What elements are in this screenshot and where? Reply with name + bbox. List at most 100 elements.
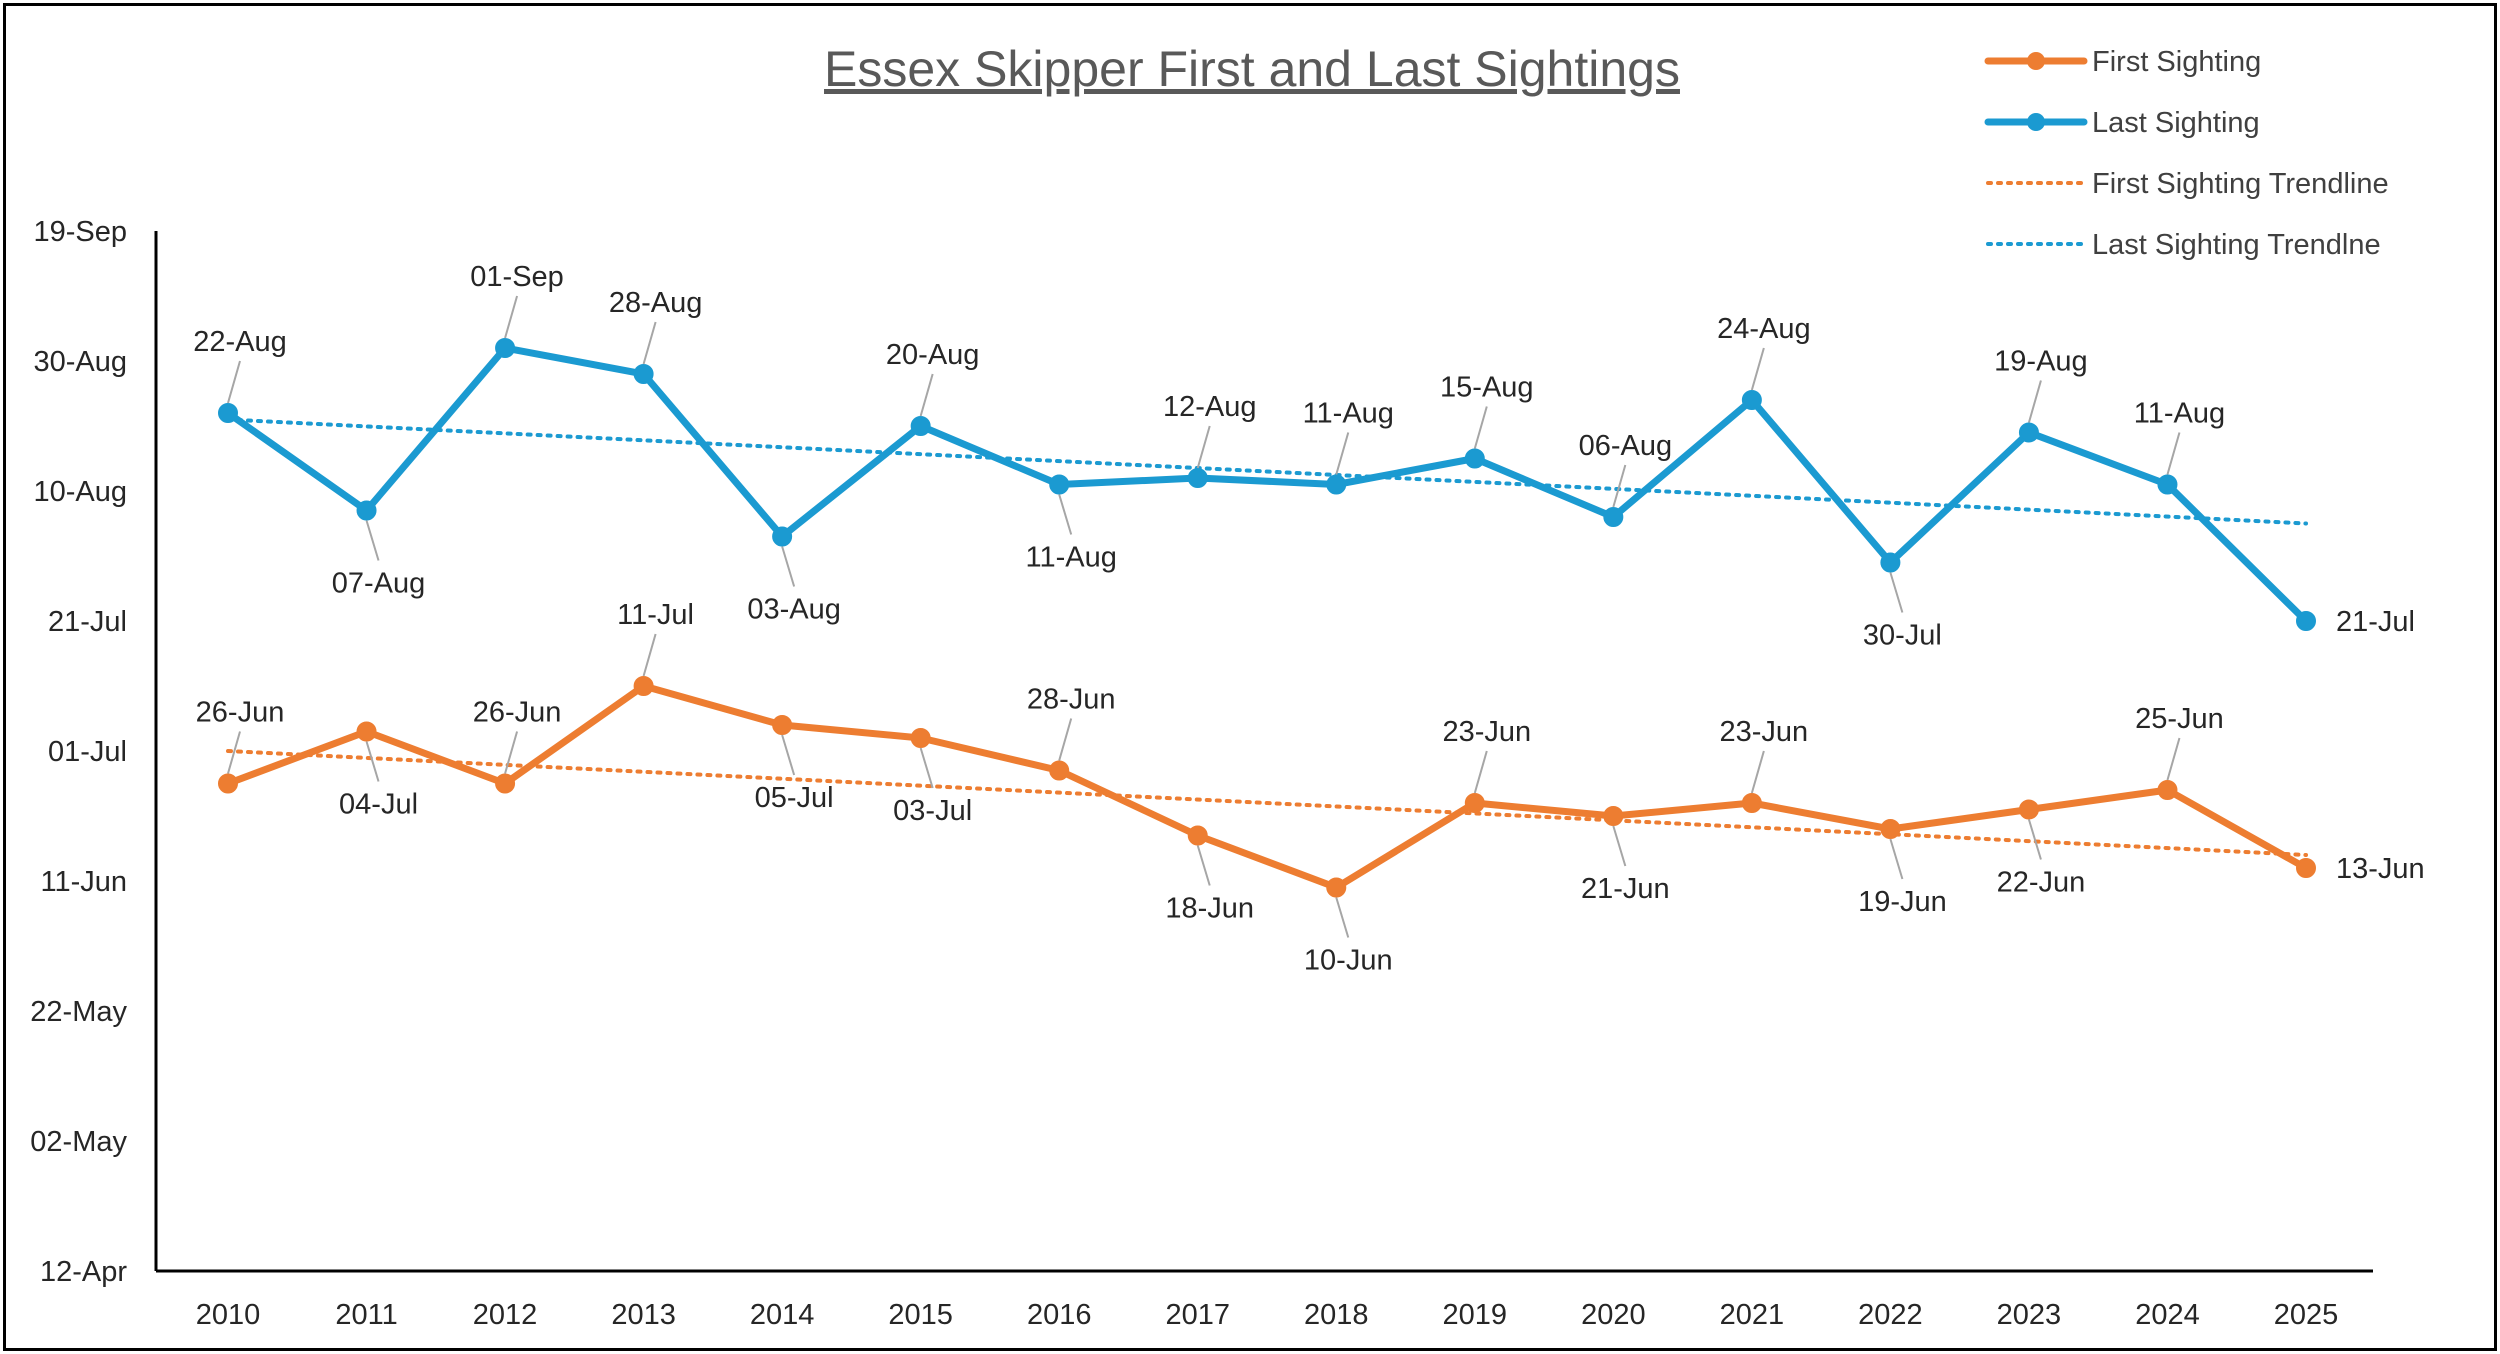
last-sighting-data-label: 30-Jul xyxy=(1863,620,1942,652)
last-sighting-trendline xyxy=(226,417,2308,526)
last-sighting-data-label: 19-Aug xyxy=(1994,346,2088,378)
last-sighting-point xyxy=(910,416,931,436)
x-tick-label: 2021 xyxy=(1720,1299,1785,1331)
last-sighting-data-label: 21-Jul xyxy=(2336,606,2415,638)
legend-first-trendline-label: First Sighting Trendline xyxy=(2092,168,2389,200)
first-sighting-point xyxy=(772,715,793,735)
line-chart: Essex Skipper First and Last Sightings 1… xyxy=(30,41,2424,1331)
last-sighting-data-label: 11-Aug xyxy=(1026,542,1117,574)
x-tick-label: 2025 xyxy=(2274,1299,2339,1331)
first-sighting-data-label: 23-Jun xyxy=(1720,716,1809,748)
last-sighting-point xyxy=(1880,552,1901,573)
first-sighting-point xyxy=(633,676,654,696)
data-labels: 26-Jun 04-Jul 26-Jun 11-Jul 05-Jul 03-Jul 28-J… xyxy=(193,261,2424,977)
last-sighting-data-label: 01-Sep xyxy=(470,261,564,293)
first-sighting-point xyxy=(1049,760,1070,781)
last-sighting-point xyxy=(1187,468,1208,488)
first-sighting-label-leader xyxy=(1473,750,1488,794)
x-tick-label: 2010 xyxy=(196,1299,261,1331)
x-tick-label: 2014 xyxy=(750,1299,815,1331)
first-sighting-data-label: 26-Jun xyxy=(196,697,285,729)
legend-first-sighting-label: First Sighting xyxy=(2092,46,2261,78)
first-sighting-trendline xyxy=(226,749,2308,857)
first-sighting-point xyxy=(1464,793,1485,813)
last-sighting-data-label: 03-Aug xyxy=(747,594,841,626)
axes xyxy=(154,231,2373,1273)
x-tick-label: 2019 xyxy=(1443,1299,1508,1331)
last-sighting-point xyxy=(2296,611,2316,631)
x-tick-label: 2013 xyxy=(611,1299,676,1331)
last-sighting-label-leader xyxy=(1335,432,1350,475)
first-sighting-data-label: 18-Jun xyxy=(1165,893,1254,925)
y-tick-label: 01-Jul xyxy=(48,736,127,768)
first-sighting-label-leader xyxy=(919,747,934,789)
y-tick-label: 22-May xyxy=(30,996,127,1028)
last-sighting-point xyxy=(2157,474,2178,495)
first-sighting-data-label: 05-Jul xyxy=(755,782,834,814)
first-sighting-label-leader xyxy=(1196,845,1211,886)
chart-title: Essex Skipper First and Last Sightings xyxy=(824,41,1680,97)
x-tick-label: 2020 xyxy=(1581,1299,1646,1331)
y-axis-tick-labels: 12-Apr 02-May 22-May 11-Jun 01-Jul 21-Jul 10-A… xyxy=(30,216,127,1288)
legend-first-sighting-marker xyxy=(2027,52,2045,70)
y-tick-label: 12-Apr xyxy=(40,1256,127,1288)
first-sighting-point xyxy=(2296,858,2316,878)
first-sighting-point xyxy=(2157,780,2178,800)
first-sighting-label-leader xyxy=(1612,825,1627,867)
last-sighting-point xyxy=(495,338,516,358)
last-sighting-point xyxy=(633,364,654,384)
first-sighting-data-label: 10-Jun xyxy=(1304,945,1393,977)
last-sighting-label-leader xyxy=(365,520,380,561)
last-sighting-point xyxy=(1464,448,1485,469)
y-tick-label: 21-Jul xyxy=(48,606,127,638)
first-sighting-point xyxy=(218,773,238,794)
first-sighting-point xyxy=(910,728,931,748)
x-tick-label: 2015 xyxy=(888,1299,953,1331)
first-sighting-data-label: 22-Jun xyxy=(1997,867,2086,899)
trendlines xyxy=(226,417,2308,857)
last-sighting-label-leader xyxy=(1612,464,1627,508)
last-sighting-label-leader xyxy=(2027,380,2042,423)
first-sighting-label-leader xyxy=(365,741,380,782)
x-axis-tick-labels: 2010 2011 2012 2013 2014 2015 2016 2017 2018 2019… xyxy=(196,1299,2339,1331)
x-tick-label: 2017 xyxy=(1165,1299,1230,1331)
legend-last-trendline-label: Last Sighting Trendlne xyxy=(2092,229,2381,261)
last-sighting-data-label: 15-Aug xyxy=(1440,372,1534,404)
last-sighting-point xyxy=(356,500,377,521)
last-sighting-data-label: 12-Aug xyxy=(1163,391,1257,423)
legend: First Sighting Last Sighting First Sightin… xyxy=(1984,46,2389,261)
last-sighting-label-leader xyxy=(2166,432,2181,475)
last-sighting-data-label: 11-Aug xyxy=(2134,398,2225,430)
first-sighting-point xyxy=(356,721,377,742)
first-sighting-label-leader xyxy=(504,731,519,774)
last-sighting-label-leader xyxy=(227,360,241,404)
first-sighting-point xyxy=(1187,825,1208,846)
chart-frame: Essex Skipper First and Last Sightings 1… xyxy=(3,3,2497,1351)
first-sighting-label-leader xyxy=(781,734,796,776)
last-sighting-point xyxy=(772,526,793,547)
y-tick-label: 11-Jun xyxy=(40,866,127,898)
x-tick-label: 2012 xyxy=(473,1299,538,1331)
last-sighting-data-label: 06-Aug xyxy=(1579,430,1673,462)
first-sighting-point xyxy=(495,773,516,794)
x-tick-label: 2016 xyxy=(1027,1299,1092,1331)
y-tick-label: 10-Aug xyxy=(33,476,127,508)
first-sighting-data-label: 21-Jun xyxy=(1581,873,1670,905)
first-sighting-data-label: 19-Jun xyxy=(1858,886,1947,918)
last-sighting-point xyxy=(1603,507,1624,527)
first-sighting-point xyxy=(1603,806,1624,826)
series-lines xyxy=(218,338,2316,898)
first-sighting-point xyxy=(2018,799,2039,820)
first-sighting-line xyxy=(224,682,2310,891)
last-sighting-label-leader xyxy=(1058,494,1073,535)
first-sighting-data-label: 28-Jun xyxy=(1027,684,1116,716)
last-sighting-point xyxy=(1326,474,1347,495)
first-sighting-label-leader xyxy=(227,731,241,774)
last-sighting-data-label: 28-Aug xyxy=(609,287,703,319)
first-sighting-label-leader xyxy=(1889,838,1904,880)
legend-last-sighting-label: Last Sighting xyxy=(2092,107,2260,139)
first-sighting-label-leader xyxy=(1750,750,1765,794)
y-tick-label: 02-May xyxy=(30,1126,127,1158)
first-sighting-data-label: 03-Jul xyxy=(893,795,972,827)
first-sighting-data-label: 26-Jun xyxy=(473,697,562,729)
